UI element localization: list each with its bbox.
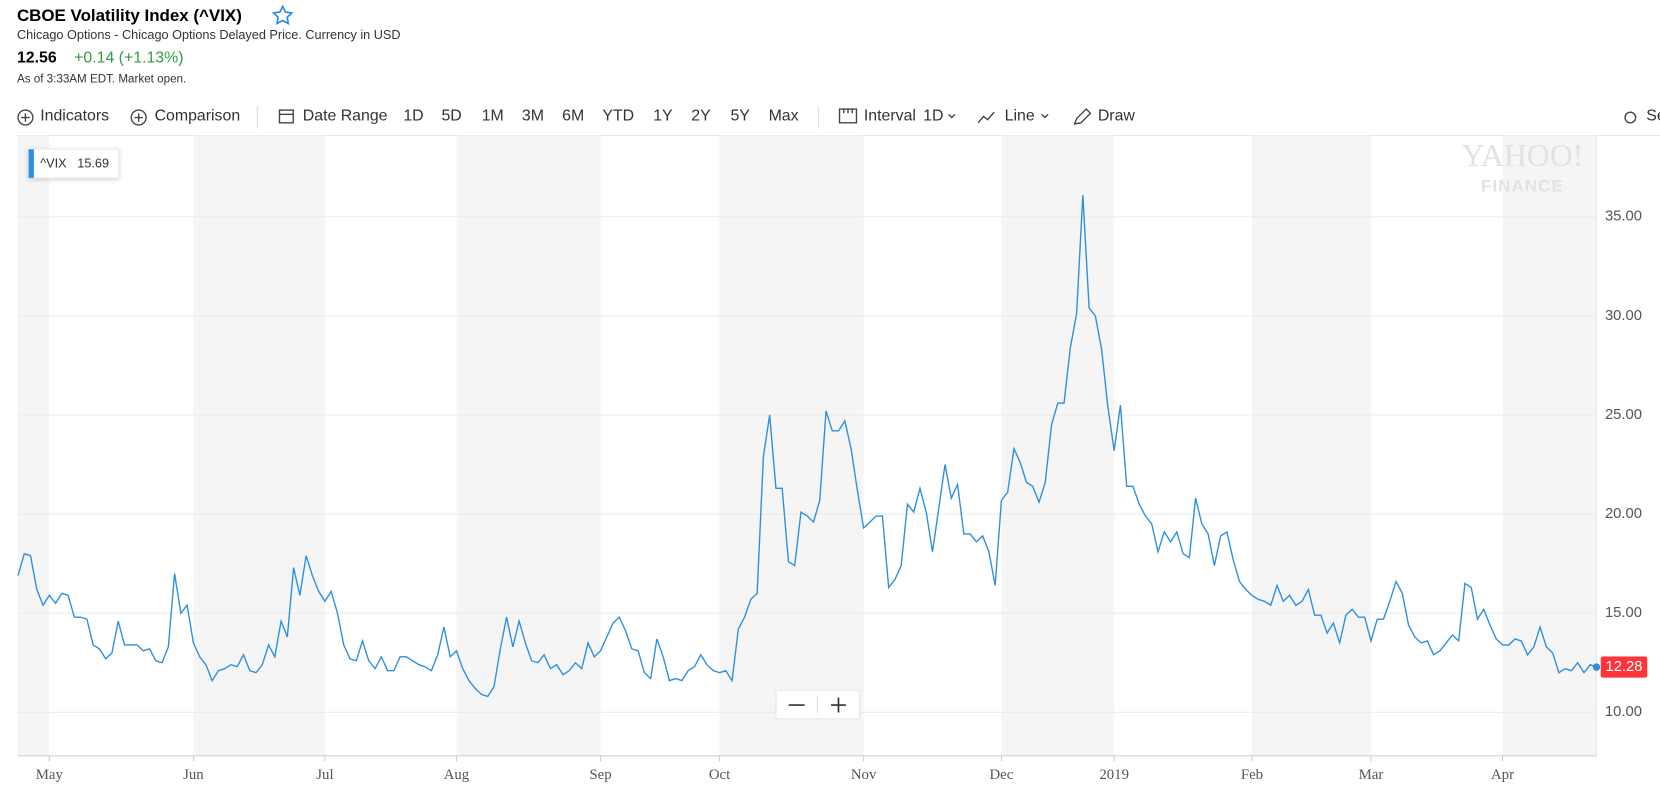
icon [1041,113,1049,119]
toolbar: Indicators Comparison Date Range 1D 5D 1M 3… [17,105,1660,129]
x-tick-label: 2019 [1099,767,1129,783]
x-tick-label: Sep [589,767,611,783]
interval-label[interactable]: Interval [864,108,916,125]
x-tick-label: Nov [851,767,877,783]
range-button[interactable]: 6M [562,108,584,125]
title: CBOE Volatility Index (^VIX) [17,6,242,25]
x-tick-label: Dec [989,767,1013,783]
range-button[interactable]: 1M [482,108,504,125]
watermark: FINANCE [1481,177,1564,196]
zoom-in[interactable] [831,697,846,713]
icon [1073,108,1092,125]
legend-swatch [28,149,34,178]
watermark: YAHOO! [1462,138,1584,173]
x-tick-label: Jun [183,767,204,783]
as-of: As of 3:33AM EDT. Market open. [17,73,186,86]
watchlist-star[interactable] [271,4,294,25]
range-button[interactable]: Max [769,108,799,125]
x-tick-label: Oct [709,767,731,783]
month-band [193,135,325,756]
y-tick-label: 25.00 [1605,407,1642,423]
last-point [1592,663,1601,671]
date-range-button[interactable]: Date Range [303,108,388,125]
settings-button[interactable]: Settings [1646,108,1660,125]
x-tick-label: Mar [1359,767,1384,783]
x-tick-label: Aug [444,767,470,783]
legend: ^VIX 15.69 [28,148,120,179]
month-band [18,135,50,756]
y-tick-label: 30.00 [1605,308,1642,324]
icon [21,113,30,122]
month-band [456,135,601,756]
zoom-controls [775,689,861,720]
y-tick-label: 15.00 [1605,605,1642,621]
y-tick-label: 35.00 [1605,209,1642,225]
range-buttons: 1D 5D 1M 3M 6M YTD 1Y 2Y 5Y Max [403,108,798,125]
price-change: +0.14 (+1.13%) [74,49,183,66]
x-tick-label: Feb [1241,767,1263,783]
x-tick-label: Apr [1491,767,1514,783]
indicators-button[interactable]: Indicators [40,108,109,125]
icon [17,109,34,126]
range-button[interactable]: 1D [403,108,423,125]
chart-type[interactable]: Line [1005,108,1035,125]
plot: 12.28 [17,194,1648,698]
interval-value[interactable]: 1D [923,108,943,125]
grid: 10.00 15.00 20.00 25.00 30.00 35.00 May Jun Jul A… [18,135,1642,783]
comparison-button[interactable]: Comparison [155,108,241,125]
range-button[interactable]: YTD [602,108,634,125]
icon [130,109,147,126]
y-tick-label: 20.00 [1605,506,1642,522]
month-band [1001,135,1115,756]
range-button[interactable]: 3M [522,108,544,125]
month-band [1251,135,1371,756]
month-band [1502,135,1597,756]
range-button[interactable]: 5Y [730,108,750,125]
icon [977,111,995,124]
icon [1624,111,1637,124]
legend-label: ^VIX [40,156,67,170]
range-button[interactable]: 1Y [653,108,673,125]
last-price-tag [1600,656,1648,678]
draw-button[interactable]: Draw [1098,108,1136,125]
x-tick-label: May [36,767,64,783]
icon [948,113,956,119]
icon [278,109,294,124]
icon [843,109,853,114]
subtitle: Chicago Options - Chicago Options Delaye… [17,28,401,42]
price: 12.56 [17,49,57,66]
y-tick-label: 10.00 [1605,704,1642,720]
legend-value: 15.69 [77,156,109,170]
month-bands [18,135,1597,756]
x-tick-label: Jul [316,767,333,783]
range-button[interactable]: 2Y [691,108,711,125]
month-band [719,135,864,756]
last-price-label: 12.28 [1605,659,1642,675]
range-button[interactable]: 5D [441,108,461,125]
price-line [17,194,1597,698]
icon [134,113,143,122]
